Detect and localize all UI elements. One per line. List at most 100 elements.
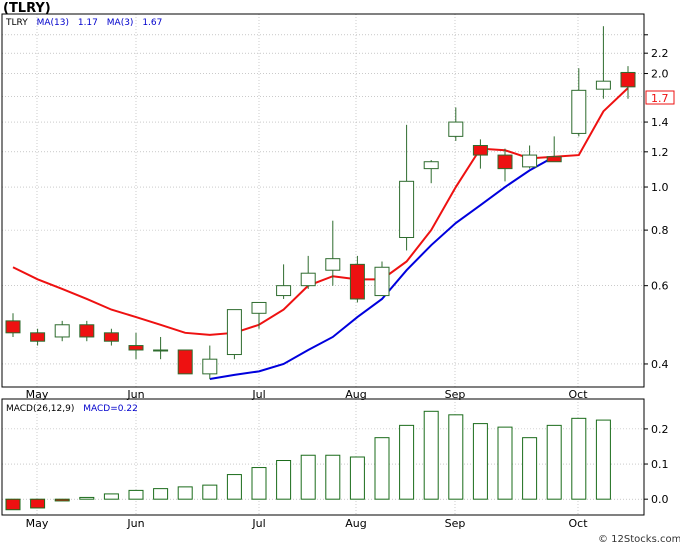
candle-down [30,332,46,342]
candle-down [177,349,193,375]
site-credit: © 12Stocks.com [598,534,680,545]
macd-bar [103,493,119,500]
legend-ma-long-value: 1.17 [78,18,98,28]
price-x-label: Jun [126,388,144,401]
candle-down [497,154,513,170]
price-tick-label: 2.2 [651,47,669,60]
macd-bar [226,474,242,500]
macd-bar [472,423,488,500]
price-tick-label: 0.4 [651,358,669,371]
macd-bar [202,484,218,500]
candle-up [202,358,218,375]
macd-bar [276,460,292,500]
macd-x-label: Aug [345,517,366,530]
price-tick-label: 0.8 [651,224,669,237]
legend-ma-long-label: MA(13) [37,18,69,28]
macd-legend-label: MACD(26,12,9) [6,404,74,414]
price-x-label: Oct [568,388,588,401]
macd-x-label: Jun [126,517,144,530]
candle-up [448,121,464,137]
macd-panel: 0.0 0.1 0.2 May Jun Jul Aug Sep Oct MACD(26,12,… [1,398,669,530]
chart-title: (TLRY) [3,1,51,16]
macd-bar [54,498,70,502]
macd-bar [349,456,365,500]
candles-group [5,26,636,380]
macd-x-label: May [26,517,49,530]
price-axis: 0.4 0.6 0.8 1.0 1.2 1.4 2.0 2.2 [644,34,669,371]
candle-down [620,71,636,88]
ma-short-line [209,155,555,380]
macd-bar [300,454,316,500]
price-tick-label: 1.4 [651,116,669,129]
macd-bar [325,454,341,500]
macd-x-label: Oct [568,517,588,530]
candle-up [571,89,587,134]
candle-up [374,266,390,297]
macd-bars-group [5,410,611,511]
macd-tick-label: 0.0 [651,493,669,506]
macd-legend-value: MACD=0.22 [83,404,138,414]
candle-up [423,161,439,170]
macd-bar [251,467,267,500]
candle-down [472,144,488,156]
price-x-axis: May Jun Jul Aug Sep Oct [26,388,589,401]
macd-tick-label: 0.1 [651,458,669,471]
macd-x-label: Jul [251,517,265,530]
legend-symbol: TLRY [5,18,28,28]
macd-bar [423,410,439,500]
candle-down [79,324,95,338]
macd-bar [399,424,415,500]
price-panel: 0.4 0.6 0.8 1.0 1.2 1.4 2.0 2.2 May Jun Jul Aug Sep… [1,13,675,401]
price-tick-label: 1.0 [651,181,669,194]
macd-bar [374,437,390,500]
candle-up [54,324,70,338]
legend-ma-short-value: 1.67 [142,18,162,28]
candle-down [349,263,365,300]
macd-bar [595,419,611,500]
macd-bar [153,488,169,500]
price-x-label: Sep [445,388,466,401]
macd-bar [571,417,587,500]
macd-bar [177,486,193,500]
macd-tick-label: 0.2 [651,423,669,436]
candle-up [226,309,242,356]
last-price-badge [645,90,675,105]
candle-up [153,349,169,352]
candle-up [325,258,341,271]
candle-up [251,301,267,314]
macd-bar [30,498,46,509]
macd-bar [522,437,538,500]
macd-bar [128,489,144,500]
macd-x-axis: May Jun Jul Aug Sep Oct [26,517,589,530]
macd-legend: MACD(26,12,9) MACD=0.22 [6,404,138,414]
price-tick-label: 2.0 [651,68,669,81]
macd-bar [546,424,562,500]
candle-down [546,156,562,163]
macd-axis: 0.0 0.1 0.2 [644,423,669,506]
price-x-label: Jul [251,388,265,401]
legend-ma-short-label: MA(3) [107,18,134,28]
candle-up [522,154,538,168]
candle-up [300,272,316,287]
macd-bar [5,498,21,511]
price-grid [2,14,644,387]
candle-up [399,180,415,238]
ma-short-line-group [209,155,555,380]
price-legend: TLRY MA(13) 1.17 MA(3) 1.67 [5,18,162,28]
price-tick-label: 0.6 [651,280,669,293]
candle-down [5,320,21,334]
macd-bar [448,414,464,500]
price-tick-label: 1.2 [651,146,669,159]
candle-up [595,80,611,90]
macd-x-label: Sep [445,517,466,530]
candle-down [128,345,144,351]
last-price-label: 1.7 [651,92,669,105]
macd-bar [497,426,513,500]
macd-bar [79,496,95,500]
price-panel-border [1,13,645,388]
candle-up [276,285,292,297]
macd-panel-border [1,398,645,516]
price-x-label: May [26,388,49,401]
price-x-label: Aug [345,388,366,401]
